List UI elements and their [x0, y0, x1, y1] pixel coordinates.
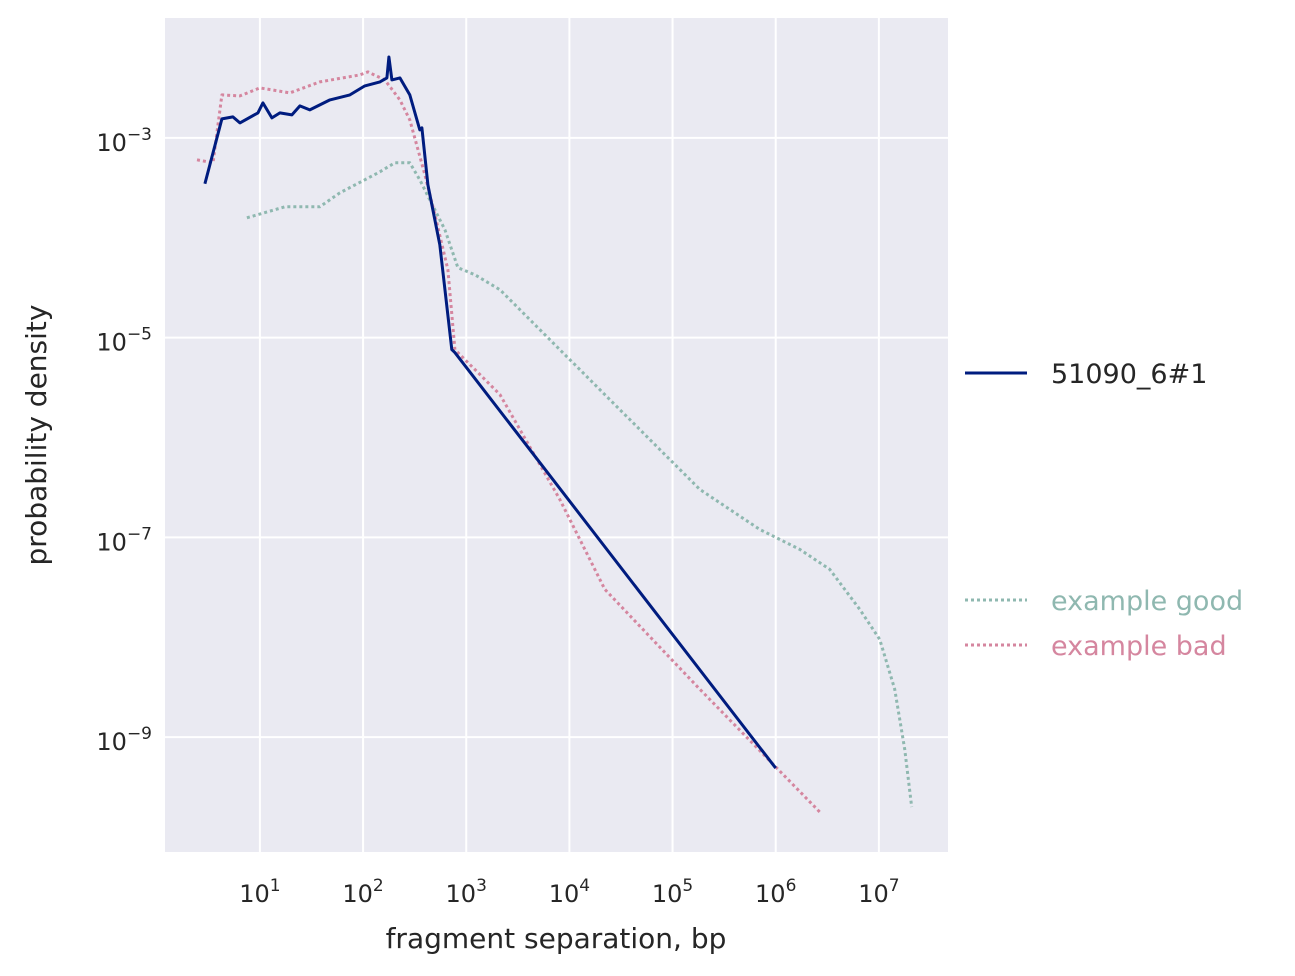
y-axis-label: probability density — [20, 305, 53, 566]
x-tick-label: 103 — [446, 876, 487, 908]
legend-label: example good — [1051, 586, 1243, 617]
x-tick-label: 105 — [652, 876, 693, 908]
x-tick-label: 101 — [239, 876, 280, 908]
series-lines — [196, 55, 914, 816]
y-tick-labels: 10−3 10−5 10−7 10−9 — [96, 125, 152, 756]
plot-background — [165, 18, 948, 852]
y-tick-label: 10−5 — [96, 325, 152, 357]
legend-label: example bad — [1051, 631, 1227, 662]
x-tick-label: 106 — [755, 876, 796, 908]
y-tick-label: 10−9 — [96, 724, 152, 756]
y-tick-label: 10−3 — [96, 125, 152, 157]
x-tick-label: 104 — [549, 876, 590, 908]
series-line-example-good — [246, 161, 914, 808]
y-tick-label: 10−7 — [96, 524, 152, 556]
x-tick-label: 107 — [858, 876, 899, 908]
x-tick-labels: 101 102 103 104 105 106 107 — [239, 876, 899, 908]
x-axis-label: fragment separation, bp — [386, 922, 727, 955]
x-tick-label: 102 — [342, 876, 383, 908]
legend-label: 51090_6#1 — [1051, 359, 1207, 390]
grid — [165, 18, 948, 852]
series-line-51090-6-1 — [203, 55, 777, 770]
